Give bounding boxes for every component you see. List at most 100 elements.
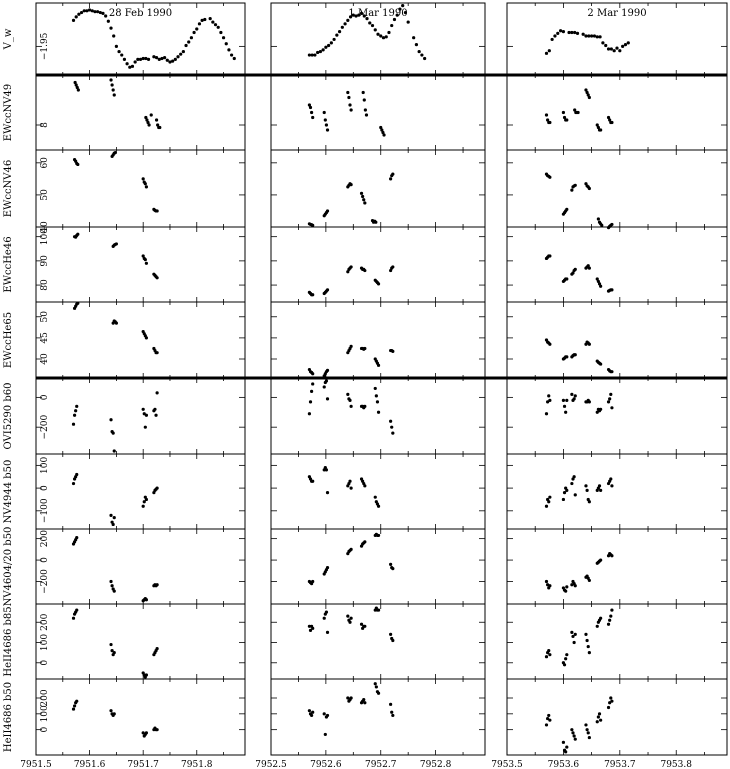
data-point <box>548 653 552 657</box>
panel-9-3 <box>506 603 728 680</box>
data-point <box>606 115 611 120</box>
data-point <box>363 108 367 112</box>
data-point <box>387 30 391 35</box>
panel-5-2 <box>270 301 486 379</box>
data-point <box>325 128 330 132</box>
data-point <box>346 18 350 22</box>
data-point <box>200 18 204 22</box>
data-point <box>412 36 416 40</box>
data-point <box>349 696 353 700</box>
data-point <box>114 321 118 325</box>
data-point <box>168 60 172 64</box>
panel-9-1: 0 100 200 HeII4686 b85 <box>3 603 246 680</box>
data-point <box>322 712 326 716</box>
data-point <box>544 51 549 55</box>
data-point <box>364 113 369 117</box>
data-point <box>373 386 377 391</box>
data-point <box>324 610 329 614</box>
y-tick-label: 200 <box>40 613 50 630</box>
data-point <box>187 40 191 44</box>
data-point <box>564 657 568 661</box>
panel-frame <box>35 301 246 379</box>
data-point <box>592 34 597 38</box>
data-point <box>155 646 159 651</box>
data-point <box>601 41 605 45</box>
data-point <box>544 723 549 727</box>
panel-frame <box>35 528 246 605</box>
data-point <box>587 578 591 583</box>
data-point <box>144 336 148 340</box>
data-point <box>327 43 331 48</box>
panel-frame <box>270 678 486 756</box>
data-point <box>548 398 552 402</box>
data-point <box>373 682 377 686</box>
data-point <box>72 704 77 708</box>
data-point <box>573 493 577 497</box>
data-point <box>561 30 566 34</box>
data-point <box>114 44 118 48</box>
data-point <box>316 50 320 55</box>
data-point <box>581 32 585 36</box>
data-point <box>562 491 567 495</box>
data-point <box>600 223 604 227</box>
data-point <box>329 41 333 45</box>
data-point <box>141 254 145 258</box>
panel-7-3 <box>506 453 728 530</box>
data-point <box>203 17 207 22</box>
data-point <box>564 410 568 414</box>
data-point <box>179 52 183 56</box>
data-point <box>324 45 328 49</box>
panel-frame <box>35 377 246 455</box>
data-point <box>391 265 395 269</box>
data-point <box>548 254 552 258</box>
data-point <box>208 17 212 21</box>
data-point <box>389 632 393 637</box>
y-tick-label: 0 <box>40 394 50 400</box>
data-point <box>376 533 381 538</box>
data-point <box>548 718 552 722</box>
data-point <box>382 133 386 137</box>
data-point <box>590 34 594 38</box>
data-point <box>125 62 129 66</box>
data-point <box>544 655 549 659</box>
data-point <box>112 34 116 38</box>
data-point <box>110 584 114 588</box>
data-point <box>575 31 580 35</box>
row-label: HeII4686 b85 <box>3 606 14 676</box>
x-tick-label: 7952.8 <box>420 760 452 769</box>
data-point <box>311 710 315 714</box>
data-point <box>570 188 574 192</box>
data-point <box>585 90 589 95</box>
data-point <box>346 270 350 274</box>
data-point <box>389 419 393 423</box>
data-point <box>370 23 375 28</box>
data-point <box>572 734 576 738</box>
data-point <box>76 301 80 305</box>
panel-6-2 <box>270 377 486 455</box>
y-tick-label: 200 <box>40 689 50 706</box>
data-point <box>357 13 361 17</box>
data-point <box>389 562 393 566</box>
data-point <box>599 128 603 132</box>
data-point <box>584 484 588 488</box>
data-point <box>544 579 549 584</box>
data-point <box>573 394 577 398</box>
data-point <box>318 49 322 54</box>
data-point <box>423 56 427 61</box>
data-point <box>365 17 369 21</box>
y-tick-label: 100 <box>40 457 50 474</box>
data-point <box>570 728 574 732</box>
data-point <box>606 400 611 404</box>
data-point <box>562 663 567 667</box>
data-point <box>598 35 602 39</box>
data-point <box>561 110 566 115</box>
y-tick-label: 60 <box>40 157 50 169</box>
data-point <box>87 8 92 12</box>
data-point <box>398 7 402 11</box>
x-tick-label: 7952.7 <box>365 760 397 769</box>
data-point <box>307 624 312 628</box>
data-point <box>544 412 549 416</box>
data-point <box>311 479 315 483</box>
data-point <box>76 232 80 236</box>
